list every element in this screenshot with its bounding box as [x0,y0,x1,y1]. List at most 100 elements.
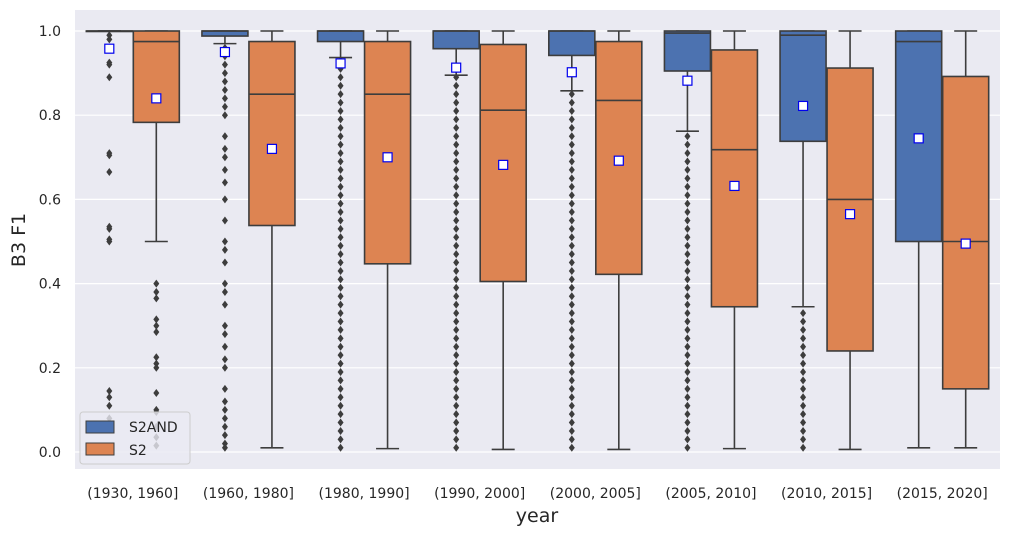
outlier-point [453,292,460,301]
outlier-point [684,275,691,284]
outlier-point [568,115,575,124]
mean-marker [104,43,115,54]
y-tick-label: 0.6 [39,192,61,208]
y-axis-label: B3 F1 [8,213,30,267]
outlier-point [684,165,691,174]
outlier-point [684,266,691,275]
outlier-point [568,292,575,301]
outlier-point [453,81,460,90]
outlier-point [221,85,228,94]
outlier-point [453,393,460,402]
iqr-box [710,49,759,308]
outlier-point [568,317,575,326]
iqr-box [432,30,480,50]
outlier-point [221,153,228,162]
outlier-point [568,368,575,377]
outlier-point [221,443,228,452]
outlier-point [568,140,575,149]
outlier-point [106,35,113,44]
outlier-point [800,426,807,435]
mean-marker [498,159,509,170]
iqr-box [548,30,596,57]
box-s2and [201,30,249,452]
outlier-point [106,224,113,233]
outlier-point [684,334,691,343]
outlier-point [568,258,575,267]
x-tick-label: (2005, 2010] [665,486,756,502]
outlier-point [568,216,575,225]
outlier-point [684,199,691,208]
outlier-point [153,321,160,330]
outlier-point [568,106,575,115]
box-s2 [710,30,759,450]
outlier-point [221,111,228,120]
y-tick-label: 0.4 [39,277,61,293]
outlier-point [221,69,228,78]
outlier-point [453,443,460,452]
outlier-point [453,224,460,233]
outlier-point [453,182,460,191]
mean-marker [682,75,693,86]
iqr-box [316,30,365,43]
outlier-point [153,328,160,337]
outlier-point [568,283,575,292]
outlier-point [337,342,344,351]
mean-marker [219,46,231,58]
outlier-point [684,174,691,183]
outlier-point [337,81,344,90]
outlier-point [453,351,460,360]
outlier-point [221,94,228,103]
outlier-point [684,224,691,233]
outlier-point [153,315,160,324]
outlier-point [337,157,344,166]
mean-marker [451,62,462,73]
y-tick-label: 0.8 [39,108,61,124]
outlier-point [337,216,344,225]
outlier-point [337,334,344,343]
iqr-box [779,30,827,143]
outlier-point [453,401,460,410]
outlier-point [800,359,807,368]
outlier-point [568,342,575,351]
mean-marker [382,152,393,163]
outlier-point [221,60,228,69]
outlier-point [337,376,344,385]
outlier-point [453,317,460,326]
iqr-box [941,75,990,390]
outlier-point [684,241,691,250]
outlier-point [106,401,113,410]
outlier-point [337,250,344,259]
outlier-point [684,300,691,309]
outlier-point [568,401,575,410]
mean-marker [797,100,809,112]
outlier-point [221,216,228,225]
outlier-point [106,168,113,177]
outlier-point [684,435,691,444]
outlier-point [453,275,460,284]
outlier-point [800,393,807,402]
outlier-point [106,151,113,160]
outlier-point [453,283,460,292]
outlier-point [684,250,691,259]
outlier-point [337,132,344,141]
outlier-point [453,384,460,393]
outlier-point [221,165,228,174]
outlier-point [684,410,691,419]
outlier-point [453,149,460,158]
mean-marker [844,209,856,220]
outlier-point [568,98,575,107]
box-s2and [316,30,365,452]
outlier-point [568,132,575,141]
outlier-point [221,237,228,246]
outlier-point [453,241,460,250]
outlier-point [221,422,228,431]
outlier-point [568,334,575,343]
outlier-point [684,317,691,326]
iqr-box [248,40,296,227]
mean-marker [266,143,278,154]
legend: S2AND S2 [79,411,191,465]
outlier-point [684,216,691,225]
outlier-point [337,140,344,149]
x-tick-label: (1960, 1980] [203,486,294,502]
y-tick-labels: 0.0 0.2 0.4 0.6 0.8 1.0 [39,24,61,461]
